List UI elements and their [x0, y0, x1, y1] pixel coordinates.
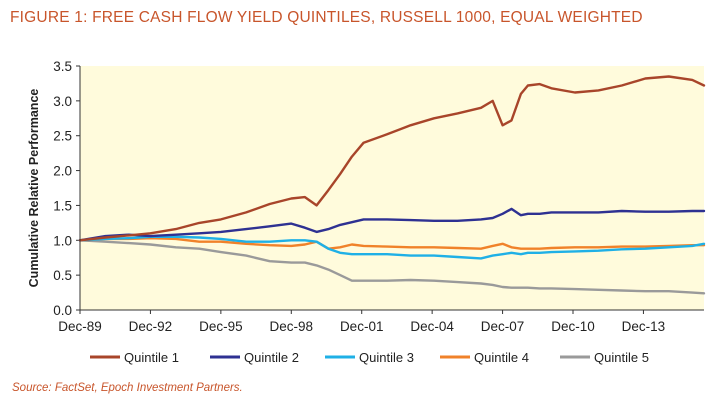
y-tick-label: 2.5 [53, 129, 72, 144]
legend-label-quintile-4: Quintile 4 [474, 350, 529, 365]
y-tick-label: 0.5 [53, 268, 72, 283]
source-note: Source: FactSet, Epoch Investment Partne… [12, 382, 243, 394]
y-tick-label: 2.0 [53, 164, 72, 179]
series-line-quintile-5 [78, 239, 706, 295]
legend-label-quintile-1: Quintile 1 [124, 350, 179, 365]
x-tick-label: Dec-07 [481, 319, 525, 334]
y-tick-label: 1.0 [53, 233, 72, 248]
figure-title: FIGURE 1: FREE CASH FLOW YIELD QUINTILES… [10, 9, 643, 26]
x-tick-label: Dec-95 [199, 319, 243, 334]
x-tick-label: Dec-13 [622, 319, 666, 334]
legend-label-quintile-2: Quintile 2 [244, 350, 299, 365]
y-axis: 0.0 0.5 1.0 1.5 2.0 2.5 3.0 3.5 [53, 59, 80, 318]
x-tick-label: Dec-98 [270, 319, 314, 334]
x-tick-label: Dec-92 [129, 319, 173, 334]
series-line-quintile-1 [78, 75, 706, 242]
x-tick-label: Dec-89 [58, 319, 102, 334]
series-group [78, 75, 706, 295]
y-axis-label: Cumulative Relative Performance [27, 89, 41, 288]
series-line-quintile-3 [78, 235, 706, 260]
series-line-quintile-4 [78, 236, 706, 250]
legend-label-quintile-3: Quintile 3 [359, 350, 414, 365]
y-tick-label: 3.0 [53, 94, 72, 109]
legend: Quintile 1 Quintile 2 Quintile 3 Quintile 4… [90, 350, 649, 365]
plot-area [80, 66, 704, 310]
series-line-quintile-2 [78, 207, 706, 242]
x-tick-label: Dec-01 [340, 319, 384, 334]
x-tick-label: Dec-04 [410, 319, 454, 334]
y-tick-label: 1.5 [53, 198, 72, 213]
y-tick-label: 3.5 [53, 59, 72, 74]
legend-label-quintile-5: Quintile 5 [594, 350, 649, 365]
y-tick-label: 0.0 [53, 303, 72, 318]
x-axis: Dec-89 Dec-92 Dec-95 Dec-98 Dec-01 Dec-04 Dec-… [58, 310, 665, 334]
x-tick-label: Dec-10 [551, 319, 595, 334]
